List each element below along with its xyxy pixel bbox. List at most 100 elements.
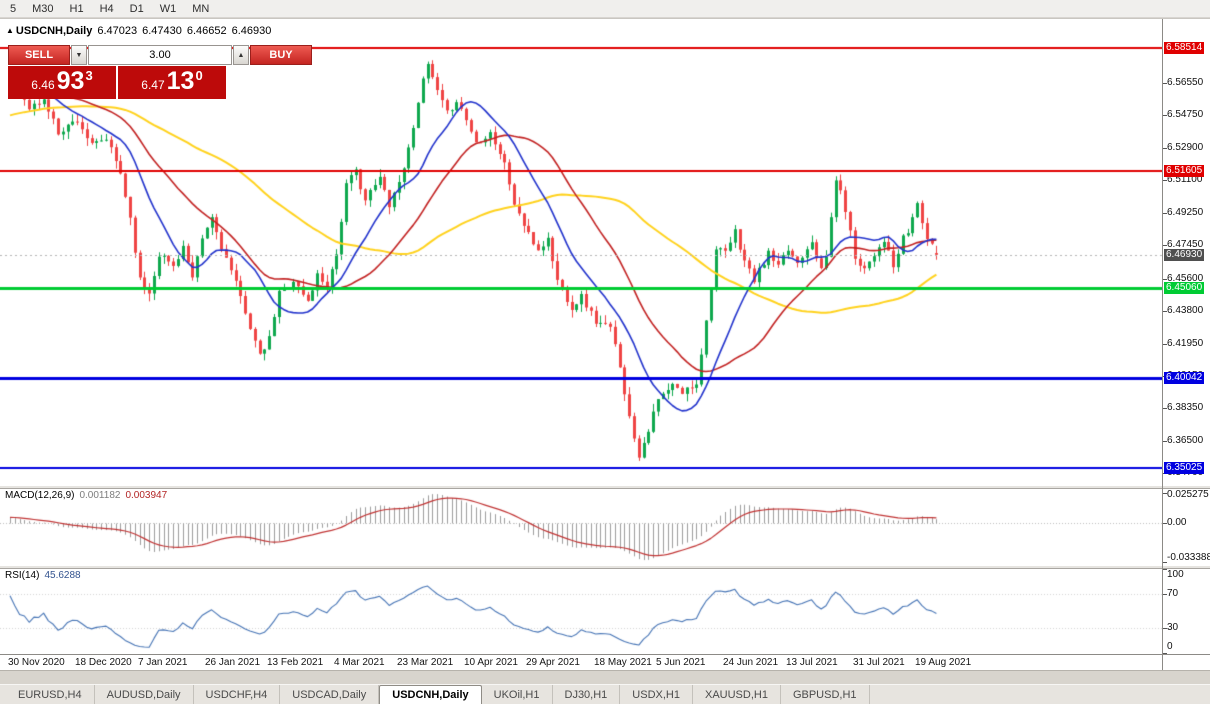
macd-tick-label: 0.025275 <box>1167 489 1209 500</box>
price-tick-label: 6.47450 <box>1167 239 1204 250</box>
sell-price-pips: 93 <box>56 67 85 95</box>
date-label: 7 Jan 2021 <box>138 657 188 668</box>
chart-tab-usdx-h1[interactable]: USDX,H1 <box>620 685 693 704</box>
rsi-tick-label: 100 <box>1167 569 1184 580</box>
price-tick-label: 6.54750 <box>1167 109 1204 120</box>
current-price-badge: 6.46930 <box>1164 249 1205 261</box>
window-frame-strip <box>0 670 1210 684</box>
price-level-badge: 6.45060 <box>1164 282 1205 294</box>
price-level-badge: 6.51605 <box>1164 165 1205 177</box>
chevron-down-icon: ▼ <box>75 51 83 59</box>
axis-tick <box>1163 408 1167 409</box>
macd-tick-label: -0.033388 <box>1167 552 1210 563</box>
date-label: 24 Jun 2021 <box>723 657 779 668</box>
timeframe-button-d1[interactable]: D1 <box>129 2 144 15</box>
chart-title: ▲ USDCNH,Daily 6.47023 6.47430 6.46652 6.4693… <box>6 25 271 37</box>
rsi-name: RSI(14) <box>5 570 40 581</box>
chart-window: 30 Nov 2020 18 Dec 2020 7 Jan 2021 26 Jan 2… <box>0 18 1210 671</box>
chart-tab-audusd-daily[interactable]: AUDUSD,Daily <box>95 685 194 704</box>
buy-price-display[interactable]: 6.47 13 0 <box>118 66 226 99</box>
ohlc-high: 6.47430 <box>142 25 182 37</box>
timeframe-button-m30[interactable]: M30 <box>32 2 54 15</box>
ohlc-open: 6.47023 <box>97 25 138 37</box>
axis-tick <box>1163 115 1167 116</box>
chart-tab-eurusd-h4[interactable]: EURUSD,H4 <box>6 685 95 704</box>
time-axis[interactable]: 30 Nov 2020 18 Dec 2020 7 Jan 2021 26 Jan 2… <box>0 656 1162 670</box>
chart-tab-xauusd-h1[interactable]: XAUUSD,H1 <box>693 685 781 704</box>
axis-tick <box>1163 653 1167 654</box>
sell-price-display[interactable]: 6.46 93 3 <box>8 66 116 99</box>
price-tick-label: 6.45600 <box>1167 273 1204 284</box>
macd-indicator-pane[interactable] <box>0 488 1162 566</box>
axis-tick <box>1163 628 1167 629</box>
date-label: 18 May 2021 <box>594 657 652 668</box>
date-label: 19 Aug 2021 <box>915 657 972 668</box>
macd-label: MACD(12,26,9) 0.001182 0.003947 <box>5 490 167 501</box>
chart-tab-usdchf-h4[interactable]: USDCHF,H4 <box>194 685 281 704</box>
rsi-tick-label: 30 <box>1167 622 1179 633</box>
buy-price-pipette: 0 <box>195 68 203 83</box>
time-axis-line <box>0 654 1210 655</box>
price-level-badge: 6.40042 <box>1164 372 1205 384</box>
price-axis[interactable]: 6.56550 6.54750 6.52900 6.51100 6.49250 6.474… <box>1162 19 1210 671</box>
buy-price-prefix: 6.47 <box>141 78 165 92</box>
price-tick-label: 6.41950 <box>1167 338 1204 349</box>
date-label: 30 Nov 2020 <box>8 657 65 668</box>
axis-tick <box>1163 279 1167 280</box>
ohlc-close: 6.46930 <box>231 25 272 37</box>
chart-tab-usdcad-daily[interactable]: USDCAD,Daily <box>280 685 380 704</box>
buy-price-pips: 13 <box>166 67 195 95</box>
axis-tick <box>1163 245 1167 246</box>
buy-button[interactable]: BUY <box>250 45 312 65</box>
date-label: 26 Jan 2021 <box>205 657 261 668</box>
rsi-label: RSI(14) 45.6288 <box>5 570 81 581</box>
chart-tab-gbpusd-h1[interactable]: GBPUSD,H1 <box>781 685 870 704</box>
date-label: 18 Dec 2020 <box>75 657 132 668</box>
volume-decrease-button[interactable]: ▼ <box>71 45 87 65</box>
price-tick-label: 6.56550 <box>1167 77 1204 88</box>
sell-price-prefix: 6.46 <box>31 78 55 92</box>
chevron-up-icon: ▲ <box>237 51 245 59</box>
timeframe-button-mn[interactable]: MN <box>192 2 210 15</box>
date-label: 31 Jul 2021 <box>853 657 905 668</box>
symbol-marker-icon: ▲ <box>6 26 14 35</box>
date-label: 13 Jul 2021 <box>786 657 838 668</box>
macd-tick-label: 0.00 <box>1167 517 1187 528</box>
price-tick-label: 6.49250 <box>1167 207 1204 218</box>
macd-value-signal: 0.003947 <box>125 490 168 501</box>
price-level-badge: 6.58514 <box>1164 42 1205 54</box>
rsi-tick-label: 0 <box>1167 641 1173 652</box>
chart-symbol-label: USDCNH,Daily <box>15 25 93 37</box>
chart-tab-ukoil-h1[interactable]: UKOil,H1 <box>482 685 553 704</box>
timeframe-button-h1[interactable]: H1 <box>69 2 84 15</box>
chart-tabs-bar: EURUSD,H4 AUDUSD,Daily USDCHF,H4 USDCAD,Dai… <box>0 684 1210 704</box>
date-label: 10 Apr 2021 <box>464 657 518 668</box>
timeframe-button-h4[interactable]: H4 <box>99 2 114 15</box>
rsi-indicator-pane[interactable] <box>0 568 1162 654</box>
price-tick-label: 6.43800 <box>1167 305 1204 316</box>
axis-tick <box>1163 83 1167 84</box>
sell-button[interactable]: SELL <box>8 45 70 65</box>
price-tick-label: 6.38350 <box>1167 402 1204 413</box>
volume-input[interactable] <box>88 45 232 65</box>
macd-value-main: 0.001182 <box>79 490 121 501</box>
timeframe-toolbar: 5 M30 H1 H4 D1 W1 MN <box>0 0 1210 18</box>
axis-tick <box>1163 344 1167 345</box>
price-tick-label: 6.51100 <box>1167 174 1203 185</box>
date-label: 29 Apr 2021 <box>526 657 580 668</box>
timeframe-button-w1[interactable]: W1 <box>159 2 177 15</box>
axis-tick <box>1163 180 1167 181</box>
chart-tab-dj30-h1[interactable]: DJ30,H1 <box>553 685 621 704</box>
price-tick-label: 6.52900 <box>1167 142 1204 153</box>
axis-tick <box>1163 148 1167 149</box>
axis-tick <box>1163 569 1167 570</box>
chart-tab-usdcnh-daily[interactable]: USDCNH,Daily <box>379 685 482 704</box>
axis-tick <box>1163 523 1167 524</box>
macd-name: MACD(12,26,9) <box>5 490 75 501</box>
axis-tick <box>1163 594 1167 595</box>
timeframe-button-5[interactable]: 5 <box>10 2 17 15</box>
date-label: 5 Jun 2021 <box>656 657 706 668</box>
volume-increase-button[interactable]: ▲ <box>233 45 249 65</box>
axis-tick <box>1163 493 1167 494</box>
